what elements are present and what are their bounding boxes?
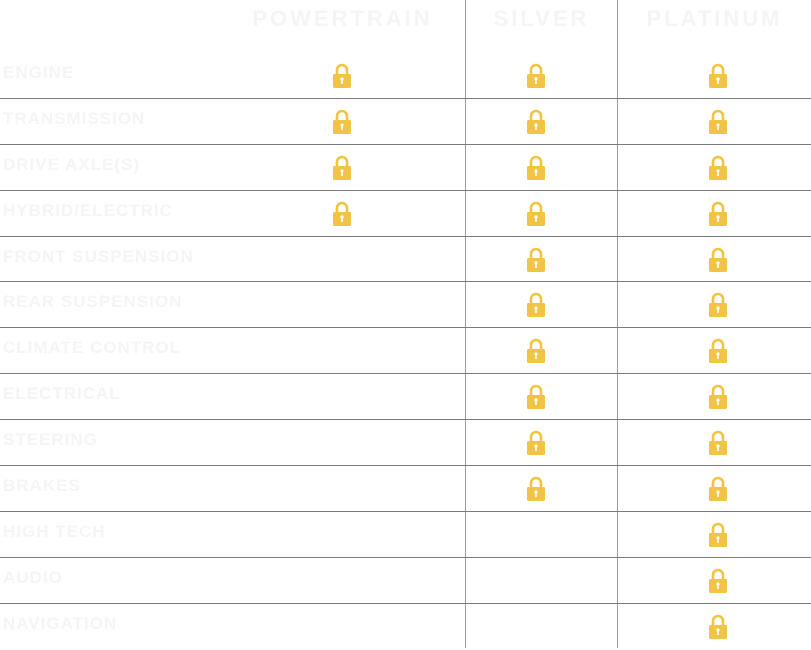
table-row: ENGINE [0,53,811,99]
lock-icon [708,247,728,273]
row-label: FRONT SUSPENSION [3,246,194,266]
lock-icon [708,568,728,594]
lock-icon [526,155,546,181]
row-label: TRANSMISSION [3,108,146,128]
lock-icon [708,430,728,456]
table-row: FRONT SUSPENSION [0,237,811,283]
lock-icon [526,292,546,318]
lock-icon [526,430,546,456]
row-label: ENGINE [3,63,75,82]
lock-icon [526,109,546,135]
lock-icon [708,292,728,318]
header-silver: SILVER [493,6,590,31]
row-label: NAVIGATION [3,613,118,633]
lock-icon [708,476,728,502]
row-label: CLIMATE CONTROL [3,338,182,358]
table-row: HYBRID/ELECTRIC [0,191,811,237]
row-label: HYBRID/ELECTRIC [3,200,173,220]
row-label: DRIVE AXLE(S) [3,154,141,174]
table-row: DRIVE AXLE(S) [0,145,811,191]
table-row: ELECTRICAL [0,374,811,421]
lock-icon [526,63,546,89]
table-row: CLIMATE CONTROL [0,328,811,375]
lock-icon [526,384,546,410]
lock-icon [526,338,546,364]
lock-icon [708,384,728,410]
table-row: AUDIO [0,558,811,604]
lock-icon [708,201,728,227]
lock-icon [332,155,352,181]
lock-icon [332,63,352,89]
table-row: NAVIGATION [0,604,811,650]
column-divider [617,0,618,648]
lock-icon [708,522,728,548]
table-row: BRAKES [0,466,811,512]
header-platinum: PLATINUM [646,6,783,31]
row-label: ELECTRICAL [3,384,121,404]
lock-icon [526,201,546,227]
table-row: TRANSMISSION [0,99,811,145]
header-powertrain: POWERTRAIN [252,6,433,31]
lock-icon [708,155,728,181]
row-label: STEERING [3,430,98,450]
row-label: REAR SUSPENSION [3,292,183,312]
row-label: BRAKES [3,476,81,496]
lock-icon [708,338,728,364]
row-label: HIGH TECH [3,521,106,541]
lock-icon [526,247,546,273]
table-row: REAR SUSPENSION [0,282,811,329]
table-row: HIGH TECH [0,512,811,558]
lock-icon [526,476,546,502]
row-label: AUDIO [3,567,63,587]
lock-icon [332,201,352,227]
lock-icon [332,109,352,135]
column-divider [465,0,466,648]
lock-icon [708,614,728,640]
coverage-table: ENGINE TRANSMISSION DRIVE AXLE(S) HYBRID/EL… [0,53,811,650]
table-row: STEERING [0,420,811,467]
lock-icon [708,109,728,135]
lock-icon [708,63,728,89]
